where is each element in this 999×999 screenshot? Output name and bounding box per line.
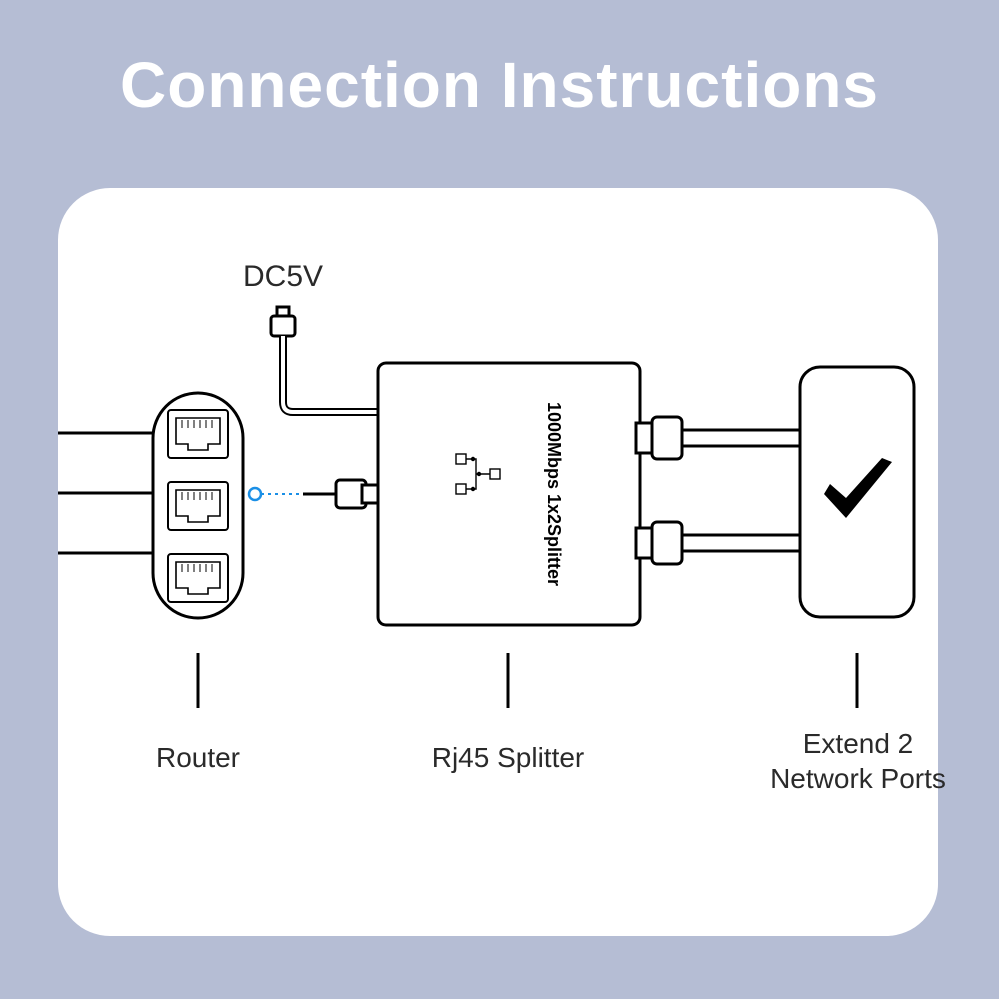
indicator-link bbox=[249, 488, 303, 500]
connection-diagram: 1000Mbps 1x2Splitter bbox=[58, 188, 938, 936]
dc5v-label: DC5V bbox=[243, 258, 323, 296]
splitter-output-bottom bbox=[636, 522, 800, 564]
diagram-panel: 1000Mbps 1x2Splitter bbox=[58, 188, 938, 936]
leader-lines bbox=[198, 653, 857, 708]
router-label: Router bbox=[118, 740, 278, 775]
splitter-device-text: 1000Mbps 1x2Splitter bbox=[544, 402, 564, 586]
dc5v-assembly bbox=[271, 307, 378, 412]
router-ports bbox=[168, 410, 228, 602]
router-to-splitter-cable bbox=[303, 480, 382, 508]
page-title: Connection Instructions bbox=[0, 48, 999, 122]
extend-label: Extend 2 Network Ports bbox=[758, 726, 958, 796]
splitter-output-top bbox=[636, 417, 800, 459]
splitter-label: Rj45 Splitter bbox=[408, 740, 608, 775]
router-input-lines bbox=[58, 433, 153, 553]
splitter-body bbox=[378, 363, 640, 625]
